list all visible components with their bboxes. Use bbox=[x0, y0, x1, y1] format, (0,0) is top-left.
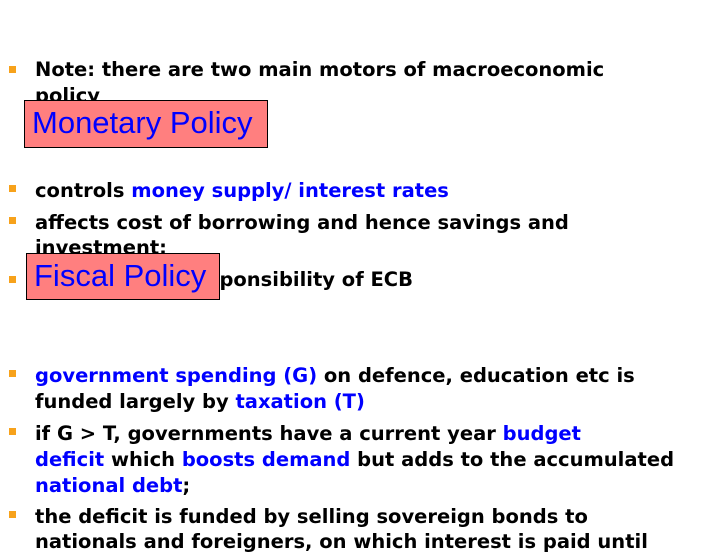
note-line: Note: there are two main motors of macro… bbox=[35, 58, 605, 81]
highlight: national debt bbox=[35, 474, 183, 497]
highlight: government spending (G) bbox=[35, 364, 318, 387]
monetary-policy-label: Monetary Policy bbox=[24, 100, 268, 148]
bullet-icon bbox=[9, 66, 16, 73]
text: but adds to the accumulated bbox=[350, 448, 675, 471]
text: if G > T, governments have a current yea… bbox=[35, 422, 503, 445]
monetary-bullet-1: controls money supply/ interest rates bbox=[35, 180, 449, 202]
highlight: deficit bbox=[35, 448, 105, 471]
text: which bbox=[104, 448, 182, 471]
text: controls bbox=[35, 179, 132, 202]
fiscal-bullet-1: government spending (G) on defence, educ… bbox=[35, 365, 635, 387]
fiscal-bullet-3: the deficit is funded by selling soverei… bbox=[35, 505, 588, 528]
fiscal-bullet-3: nationals and foreigners, on which inter… bbox=[35, 530, 648, 553]
fiscal-bullet-2: deficit which boosts demand but adds to … bbox=[35, 449, 674, 471]
bullet-icon bbox=[9, 428, 16, 435]
monetary-bullet-3: responsibility of ECB bbox=[185, 268, 413, 291]
highlight: budget bbox=[502, 422, 581, 445]
bullet-icon bbox=[9, 370, 16, 377]
bullet-icon bbox=[9, 185, 16, 192]
fiscal-bullet-1: funded largely by taxation (T) bbox=[35, 391, 365, 413]
monetary-bullet-2: affects cost of borrowing and hence savi… bbox=[35, 211, 569, 234]
text: ; bbox=[182, 474, 191, 497]
highlight: money supply/ interest rates bbox=[131, 179, 449, 202]
bullet-icon bbox=[9, 511, 16, 518]
fiscal-bullet-2: if G > T, governments have a current yea… bbox=[35, 423, 581, 445]
highlight: taxation (T) bbox=[235, 390, 365, 413]
bullet-icon bbox=[9, 217, 16, 224]
bullet-icon bbox=[9, 276, 16, 283]
text: funded largely by bbox=[35, 390, 236, 413]
highlight: boosts demand bbox=[181, 448, 351, 471]
fiscal-bullet-2: national debt; bbox=[35, 475, 190, 497]
text: on defence, education etc is bbox=[317, 364, 635, 387]
fiscal-policy-label: Fiscal Policy bbox=[26, 253, 220, 300]
